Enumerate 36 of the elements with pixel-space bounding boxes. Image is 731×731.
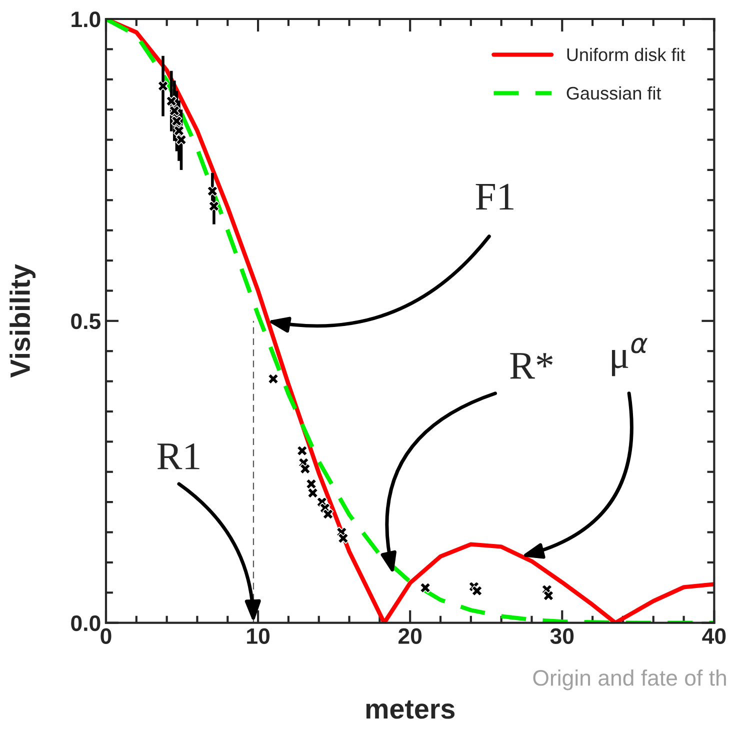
point bbox=[338, 532, 349, 544]
point bbox=[206, 186, 218, 197]
y-tick-label: 1.0 bbox=[72, 12, 100, 28]
x-tick-label: 10 bbox=[247, 628, 270, 644]
point bbox=[168, 105, 180, 116]
annotation: μ$^{α}$ bbox=[612, 338, 648, 376]
point bbox=[300, 463, 311, 474]
point bbox=[171, 115, 182, 127]
point bbox=[268, 373, 279, 384]
point bbox=[173, 125, 185, 136]
annotation: R1 bbox=[157, 443, 200, 470]
x-axis-title: meters bbox=[366, 700, 455, 719]
x-tick-label: 40 bbox=[702, 628, 726, 644]
point bbox=[471, 585, 483, 596]
point bbox=[420, 582, 431, 594]
annotation: R* bbox=[510, 353, 553, 379]
point bbox=[307, 487, 318, 499]
y-tick-label: 0.0 bbox=[71, 615, 100, 632]
point bbox=[306, 478, 317, 490]
point bbox=[166, 96, 177, 107]
point bbox=[322, 508, 334, 520]
point bbox=[296, 445, 308, 456]
y-axis-title: Visibility bbox=[10, 264, 36, 378]
point bbox=[176, 134, 187, 146]
point bbox=[542, 590, 554, 602]
text: Origin and fate of th bbox=[533, 669, 726, 690]
annotation: F1 bbox=[476, 184, 514, 210]
point bbox=[157, 80, 169, 92]
x-tick-label: 0 bbox=[100, 628, 112, 644]
point bbox=[208, 200, 220, 212]
x-tick-label: 20 bbox=[398, 628, 422, 644]
y-tick-label: 0.5 bbox=[71, 313, 101, 330]
legend-label: Uniform disk fit bbox=[567, 48, 686, 62]
legend-label: Gaussian fit bbox=[566, 86, 662, 100]
x-tick-label: 30 bbox=[550, 628, 574, 644]
line-series bbox=[106, 19, 714, 623]
